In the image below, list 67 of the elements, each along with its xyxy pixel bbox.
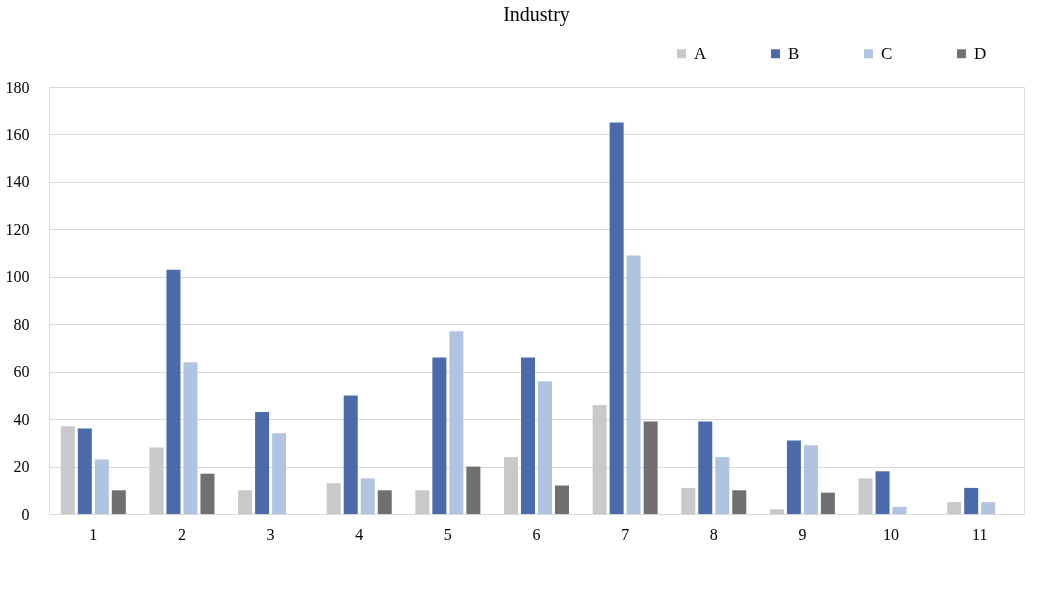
bar [466,466,481,514]
legend-label: D [974,43,987,63]
y-tick-label: 120 [5,220,30,238]
bar [609,122,624,514]
legend-label: B [788,43,800,63]
bar [538,381,552,514]
bar [255,411,270,514]
bar [947,502,962,514]
bar [715,457,730,514]
bar [149,447,164,514]
y-tick-label: 160 [5,125,30,143]
bar [415,490,430,514]
bar [681,487,696,514]
bar [200,473,215,514]
bar [377,490,392,514]
y-tick-label: 80 [13,315,30,333]
x-tick-label: 1 [89,525,98,543]
bar [166,269,181,514]
bar [360,478,375,514]
x-tick-label: 9 [798,525,807,543]
bar [432,357,447,514]
bar [60,426,75,514]
bar [964,487,979,514]
bar [94,459,109,514]
bar [698,421,713,514]
bar [892,506,907,514]
bar [326,483,341,514]
y-tick-label: 20 [13,458,30,476]
bar [238,490,253,514]
bar [555,485,569,514]
bar [769,509,784,514]
y-tick-label: 60 [13,363,30,381]
bar [77,428,92,514]
bar [183,362,198,514]
x-tick-label: 4 [355,525,364,543]
bar [820,492,835,514]
bar [981,502,996,514]
bar [272,433,287,514]
bar [343,395,358,514]
bar [449,331,464,514]
y-tick-label: 40 [13,410,30,428]
bar [732,490,747,514]
bar [803,445,818,514]
x-tick-label: 2 [177,525,186,543]
bar [643,421,658,514]
x-tick-label: 6 [532,525,541,543]
chart-title: Industry [503,3,570,26]
bar [858,478,873,514]
bar [626,255,641,514]
y-tick-label: 0 [21,505,30,523]
bar [521,357,535,514]
y-tick-label: 100 [5,268,30,286]
y-tick-label: 140 [5,173,30,191]
bar [111,490,126,514]
x-tick-label: 3 [266,525,275,543]
x-tick-label: 11 [971,525,988,543]
legend-label: A [694,43,707,63]
x-tick-label: 8 [709,525,718,543]
x-tick-label: 10 [883,525,900,543]
bar [504,457,518,514]
bar [875,471,890,514]
bar [592,404,607,514]
legend-label: C [881,43,893,63]
bar [786,440,801,514]
x-tick-label: 7 [621,525,630,543]
y-tick-label: 180 [5,78,30,96]
x-tick-label: 5 [443,525,452,543]
